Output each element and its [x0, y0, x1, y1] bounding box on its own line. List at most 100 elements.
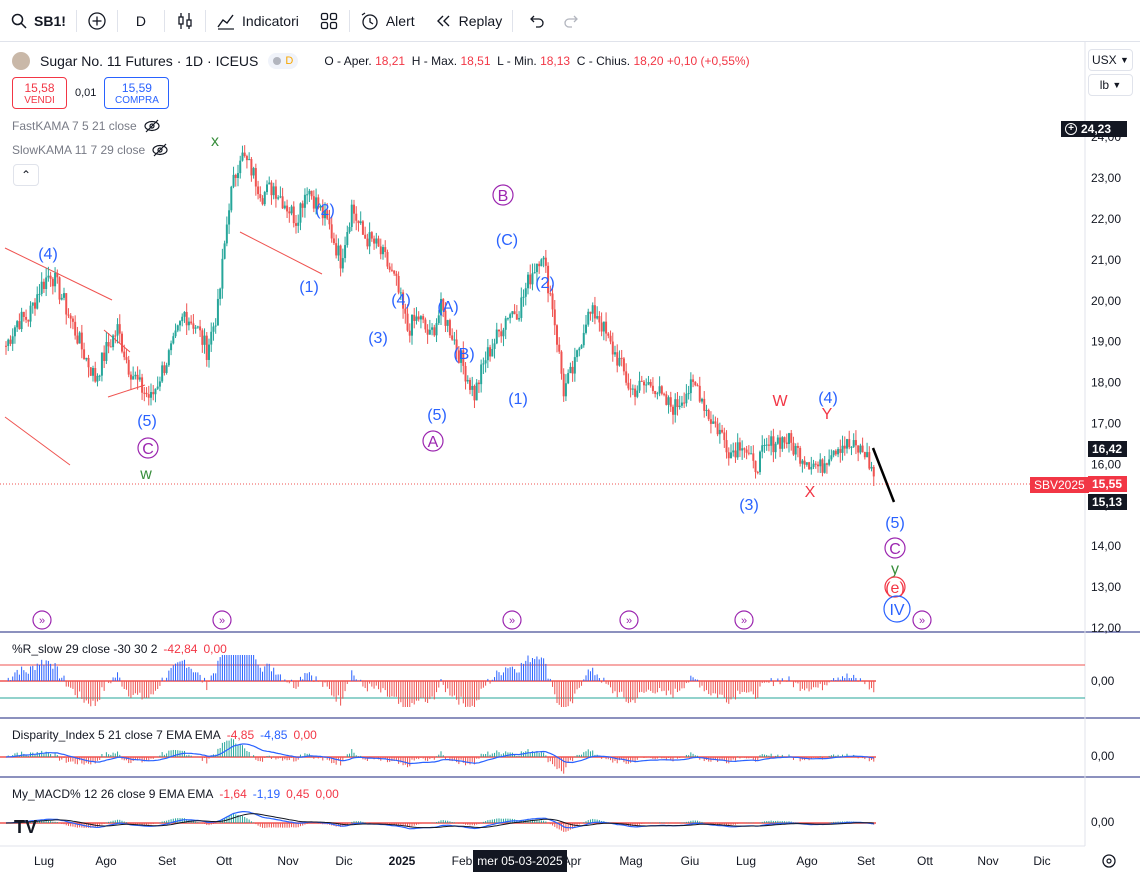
- event-marker-icon[interactable]: »: [502, 610, 522, 630]
- tradingview-logo[interactable]: TV: [14, 817, 38, 837]
- wave-label[interactable]: (e): [885, 580, 905, 597]
- candle-body: [426, 329, 429, 335]
- interval-button[interactable]: D: [118, 0, 164, 42]
- wave-label[interactable]: w: [139, 466, 152, 483]
- contract-label-tag[interactable]: SBV2025: [1030, 477, 1089, 493]
- price-axis[interactable]: 24,0023,0022,0021,0020,0019,0018,0017,00…: [1091, 130, 1121, 635]
- wave-label[interactable]: x: [211, 133, 219, 150]
- collapse-legend-button[interactable]: ⌃: [13, 164, 39, 186]
- wave-label[interactable]: X: [805, 484, 816, 501]
- wave-label[interactable]: (5): [427, 407, 447, 424]
- event-marker-icon[interactable]: »: [32, 610, 52, 630]
- r-slow-legend[interactable]: %R_slow 29 close -30 30 2 -42,84 0,00: [12, 642, 227, 656]
- candle-body: [27, 319, 30, 322]
- trend-line[interactable]: [4, 247, 113, 301]
- replay-button[interactable]: Replay: [425, 0, 513, 42]
- wave-label[interactable]: (2): [315, 202, 335, 219]
- candle-body: [268, 182, 271, 185]
- event-marker-icon[interactable]: »: [912, 610, 932, 630]
- indicators-button[interactable]: Indicatori: [206, 0, 309, 42]
- buy-button[interactable]: 15,59 COMPRA: [104, 77, 170, 109]
- macd-legend[interactable]: My_MACD% 12 26 close 9 EMA EMA -1,64 -1,…: [12, 787, 339, 801]
- candle-body: [203, 335, 206, 345]
- event-marker-icon[interactable]: »: [212, 610, 232, 630]
- candle-body: [292, 206, 295, 224]
- candle-body: [754, 460, 757, 473]
- wave-label[interactable]: (B): [453, 346, 474, 363]
- disparity-legend[interactable]: Disparity_Index 5 21 close 7 EMA EMA -4,…: [12, 728, 317, 742]
- trend-line[interactable]: [4, 416, 71, 466]
- candle-body: [645, 384, 648, 386]
- disparity-line: [5, 743, 874, 765]
- eye-off-icon[interactable]: [143, 119, 161, 133]
- trend-line[interactable]: [239, 231, 323, 275]
- event-marker-icon[interactable]: »: [734, 610, 754, 630]
- candle-body: [696, 385, 699, 387]
- candle-body: [462, 350, 465, 366]
- wave-label[interactable]: (4): [391, 292, 411, 309]
- candle-body: [179, 321, 181, 326]
- undo-button[interactable]: [513, 0, 559, 42]
- wave-label[interactable]: C: [889, 541, 901, 558]
- wave-label[interactable]: C: [142, 441, 154, 458]
- candle-body: [69, 315, 72, 319]
- candle-body: [712, 421, 715, 424]
- settings-gear-icon[interactable]: [1102, 854, 1116, 868]
- wave-label[interactable]: (1): [508, 391, 528, 408]
- candle-body: [87, 357, 90, 368]
- wave-label[interactable]: (3): [739, 497, 759, 514]
- trend-line[interactable]: [107, 384, 146, 398]
- candle-body: [854, 440, 857, 446]
- level-price-tag[interactable]: 15,13: [1088, 494, 1127, 510]
- symbol-search-button[interactable]: SB1!: [0, 0, 76, 42]
- redo-button[interactable]: [559, 0, 585, 42]
- time-tick-label: Ott: [216, 854, 233, 868]
- wave-label[interactable]: W: [772, 393, 788, 410]
- sell-button[interactable]: 15,58 VENDI: [12, 77, 67, 109]
- candle-body: [674, 399, 677, 415]
- wave-label[interactable]: B: [498, 188, 509, 205]
- wave-label[interactable]: (4): [818, 390, 838, 407]
- unit-selector[interactable]: lb ▼: [1088, 74, 1133, 96]
- svg-text:»: »: [919, 615, 925, 627]
- compare-button[interactable]: [77, 0, 117, 42]
- chart-type-button[interactable]: [165, 0, 205, 42]
- chevron-up-icon: ⌃: [20, 168, 32, 182]
- wave-label[interactable]: (3): [368, 330, 388, 347]
- plus-circle-icon: +: [1065, 123, 1077, 135]
- last-price-tag[interactable]: 15,55: [1088, 476, 1127, 492]
- wave-label[interactable]: y: [891, 561, 899, 578]
- projection-line[interactable]: [871, 447, 896, 503]
- wave-label[interactable]: (C): [496, 232, 518, 249]
- wave-label[interactable]: (4): [38, 246, 58, 263]
- wave-label[interactable]: (A): [437, 299, 458, 316]
- slowkama-legend[interactable]: SlowKAMA 11 7 29 close: [12, 143, 169, 157]
- time-tick-label: Dic: [335, 854, 352, 868]
- candle-body: [520, 297, 523, 318]
- alert-button[interactable]: Alert: [350, 0, 425, 42]
- fastkama-legend[interactable]: FastKAMA 7 5 21 close: [12, 119, 161, 133]
- eye-off-icon[interactable]: [151, 143, 169, 157]
- chart-title[interactable]: Sugar No. 11 Futures · 1D · ICEUS: [40, 53, 259, 69]
- high-price-tag[interactable]: + 24,23: [1061, 121, 1127, 137]
- wave-label[interactable]: Y: [822, 406, 833, 423]
- wave-label[interactable]: A: [428, 434, 439, 451]
- candle-body: [397, 275, 400, 293]
- level-price-tag[interactable]: 16,42: [1088, 441, 1127, 457]
- wave-label[interactable]: IV: [889, 602, 904, 619]
- time-axis[interactable]: Lug Ago Set Ott Nov Dic 2025 Feb Apr Mag Giu Lug Ago…: [34, 854, 1051, 868]
- wave-label[interactable]: (1): [299, 279, 319, 296]
- candle-body: [174, 330, 177, 337]
- event-marker-icon[interactable]: »: [619, 610, 639, 630]
- wave-label[interactable]: (5): [137, 413, 157, 430]
- candle-body: [489, 347, 492, 357]
- wave-circle: [492, 184, 514, 206]
- currency-selector[interactable]: USX ▼: [1088, 49, 1133, 71]
- wave-labels: (4) (5) C w x (2) (1) (3) (4) (5) A (A) …: [38, 133, 911, 623]
- chart-canvas[interactable]: 24,0023,0022,0021,0020,0019,0018,0017,00…: [0, 42, 1140, 877]
- wave-label[interactable]: (2): [535, 275, 555, 292]
- market-status-badge[interactable]: D: [268, 53, 299, 69]
- candle-body: [134, 374, 137, 377]
- layouts-button[interactable]: [309, 0, 349, 42]
- wave-label[interactable]: (5): [885, 515, 905, 532]
